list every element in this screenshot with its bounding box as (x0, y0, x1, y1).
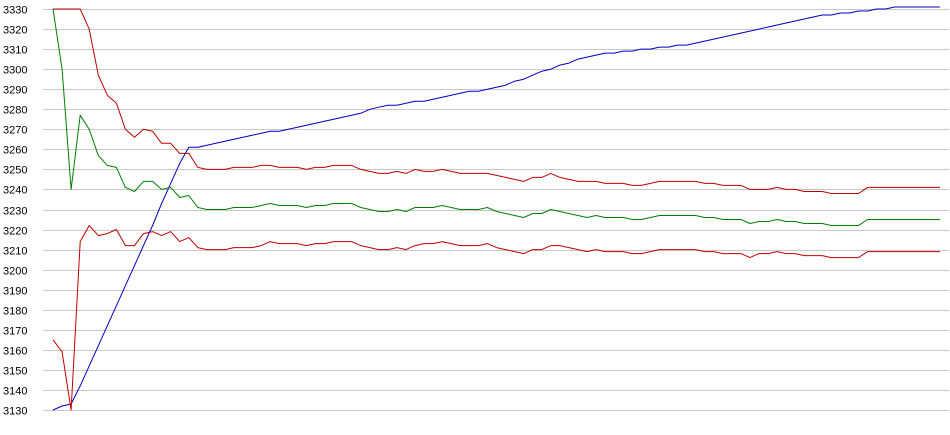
series-line-3 (52, 8, 940, 226)
series-line-4 (52, 225, 940, 411)
y-tick-label: 3170 (3, 326, 27, 338)
y-tick-label: 3240 (3, 185, 27, 197)
y-tick-label: 3260 (3, 145, 27, 157)
y-tick-label: 3270 (3, 125, 27, 137)
y-tick-label: 3320 (3, 25, 27, 37)
y-tick-label: 3180 (3, 306, 27, 318)
y-tick-label: 3300 (3, 65, 27, 77)
gridlines (43, 9, 949, 411)
y-tick-label: 3250 (3, 165, 27, 177)
series-line-2 (53, 8, 940, 194)
y-tick-label: 3130 (3, 406, 27, 418)
y-tick-label: 3290 (3, 85, 27, 97)
y-tick-label: 3200 (3, 266, 27, 278)
y-tick-label: 3140 (3, 386, 27, 398)
y-tick-label: 3310 (3, 45, 27, 57)
y-tick-label: 3230 (3, 206, 27, 218)
series-line-1 (52, 6, 940, 411)
series-group (52, 6, 940, 411)
y-tick-label: 3150 (3, 366, 27, 378)
y-tick-label: 3190 (3, 286, 27, 298)
y-tick-label: 3330 (3, 5, 27, 17)
y-tick-label: 3160 (3, 346, 27, 358)
y-axis: 3130 3140 3150 3160 3170 3180 3190 3200 3210 3220… (3, 5, 27, 418)
y-tick-label: 3280 (3, 105, 27, 117)
y-tick-label: 3220 (3, 226, 27, 238)
y-tick-label: 3210 (3, 246, 27, 258)
